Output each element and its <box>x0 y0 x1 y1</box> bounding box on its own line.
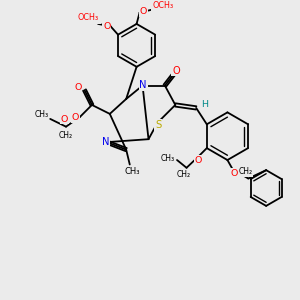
Text: O: O <box>74 83 82 92</box>
Text: OCH₃: OCH₃ <box>152 1 173 10</box>
Text: H: H <box>202 100 208 109</box>
Text: H: H <box>202 100 208 109</box>
Text: OCH₃: OCH₃ <box>151 3 172 12</box>
Text: N: N <box>140 80 147 90</box>
Text: S: S <box>155 120 161 130</box>
Text: CH₃: CH₃ <box>35 110 49 119</box>
Text: O: O <box>103 22 110 31</box>
Text: O: O <box>61 115 68 124</box>
Text: O: O <box>231 169 238 178</box>
Text: O: O <box>103 22 110 31</box>
Text: O: O <box>195 155 202 164</box>
Text: O: O <box>74 83 82 92</box>
Text: O: O <box>231 169 238 178</box>
Text: O: O <box>140 7 147 16</box>
Text: CH₃: CH₃ <box>125 167 140 176</box>
Text: O: O <box>72 113 79 122</box>
Text: O: O <box>172 66 180 76</box>
Text: CH₃: CH₃ <box>125 167 140 176</box>
Text: O: O <box>172 66 180 76</box>
Text: OCH₃: OCH₃ <box>78 13 99 22</box>
Text: CH₂: CH₂ <box>177 170 191 179</box>
Text: S: S <box>155 120 161 130</box>
Text: O: O <box>140 7 147 16</box>
Text: N: N <box>140 80 147 90</box>
Text: N: N <box>102 136 109 147</box>
Text: CH₃: CH₃ <box>160 154 175 163</box>
Text: N: N <box>102 136 109 147</box>
Text: O: O <box>72 113 79 122</box>
Text: CH₂: CH₂ <box>59 130 73 140</box>
Text: O: O <box>195 155 202 164</box>
Text: CH₂: CH₂ <box>239 167 253 176</box>
Text: OCH₃: OCH₃ <box>79 15 100 24</box>
